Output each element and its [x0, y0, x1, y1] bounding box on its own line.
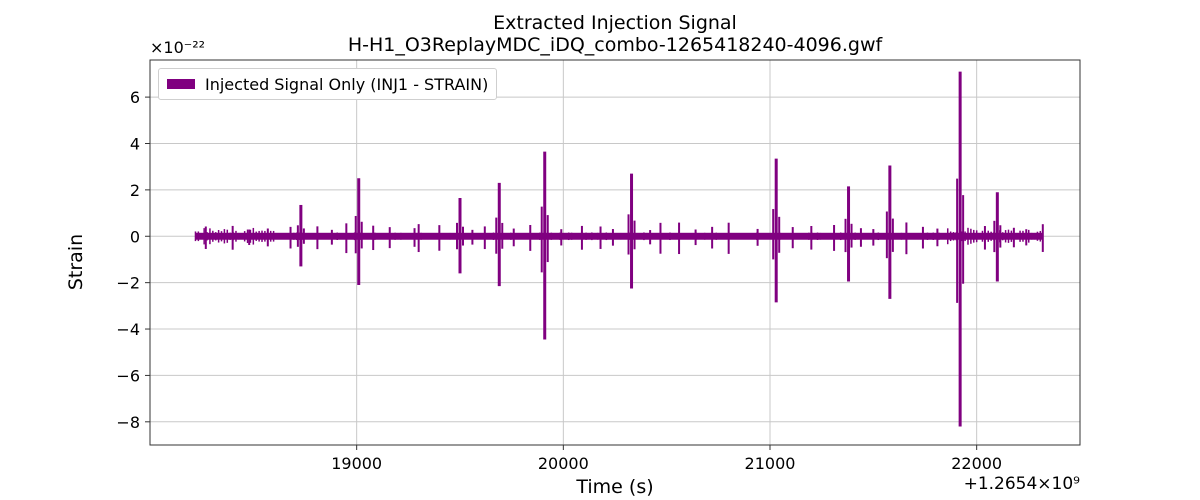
x-tick-label: 20000	[538, 454, 589, 473]
plot-frame	[149, 59, 1081, 446]
series-group	[194, 71, 1044, 427]
chart-title-line-2: H-H1_O3ReplayMDC_iDQ_combo-1265418240-40…	[347, 34, 883, 56]
chart-title-line-1: Extracted Injection Signal	[493, 12, 737, 34]
legend-swatch	[167, 79, 195, 89]
y-axis-label: Strain	[65, 233, 87, 291]
y-tick-label: 4	[130, 134, 140, 153]
legend-label: Injected Signal Only (INJ1 - STRAIN)	[205, 74, 489, 94]
y-scale-label: ×10⁻²²	[150, 38, 206, 57]
y-tick-label: 2	[130, 181, 140, 200]
y-tick-label: 0	[130, 227, 140, 246]
grid-lines	[150, 60, 1080, 445]
y-tick-label: −2	[116, 274, 140, 293]
y-tick-label: −8	[116, 413, 140, 432]
x-tick-label: 21000	[745, 454, 796, 473]
y-tick-label: −6	[116, 366, 140, 385]
axis-ticks: 19000 20000 21000 22000 −8 −6 −4 −2 0 2 4 6	[116, 88, 1002, 473]
x-tick-label: 22000	[951, 454, 1002, 473]
legend: Injected Signal Only (INJ1 - STRAIN)	[158, 68, 498, 100]
y-tick-label: −4	[116, 320, 140, 339]
x-axis-label: Time (s)	[576, 476, 654, 498]
y-tick-label: 6	[130, 88, 140, 107]
x-offset-label: +1.2654×10⁹	[963, 474, 1080, 494]
x-tick-label: 19000	[331, 454, 382, 473]
